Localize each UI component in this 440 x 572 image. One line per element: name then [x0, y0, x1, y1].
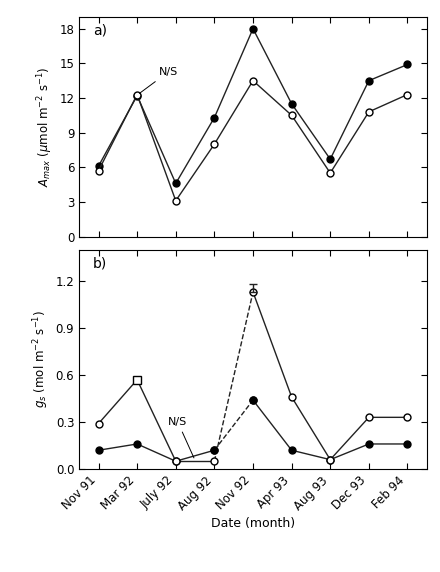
Text: N/S: N/S — [168, 417, 194, 458]
Y-axis label: $A_{max}$ ($\mu$mol m$^{-2}$ s$^{-1}$): $A_{max}$ ($\mu$mol m$^{-2}$ s$^{-1}$) — [36, 66, 55, 187]
Text: b): b) — [93, 256, 107, 270]
Y-axis label: $g_s$ (mol m$^{-2}$ s$^{-1}$): $g_s$ (mol m$^{-2}$ s$^{-1}$) — [32, 310, 51, 408]
Text: a): a) — [93, 24, 107, 38]
X-axis label: Date (month): Date (month) — [211, 517, 295, 530]
Text: N/S: N/S — [139, 67, 178, 93]
